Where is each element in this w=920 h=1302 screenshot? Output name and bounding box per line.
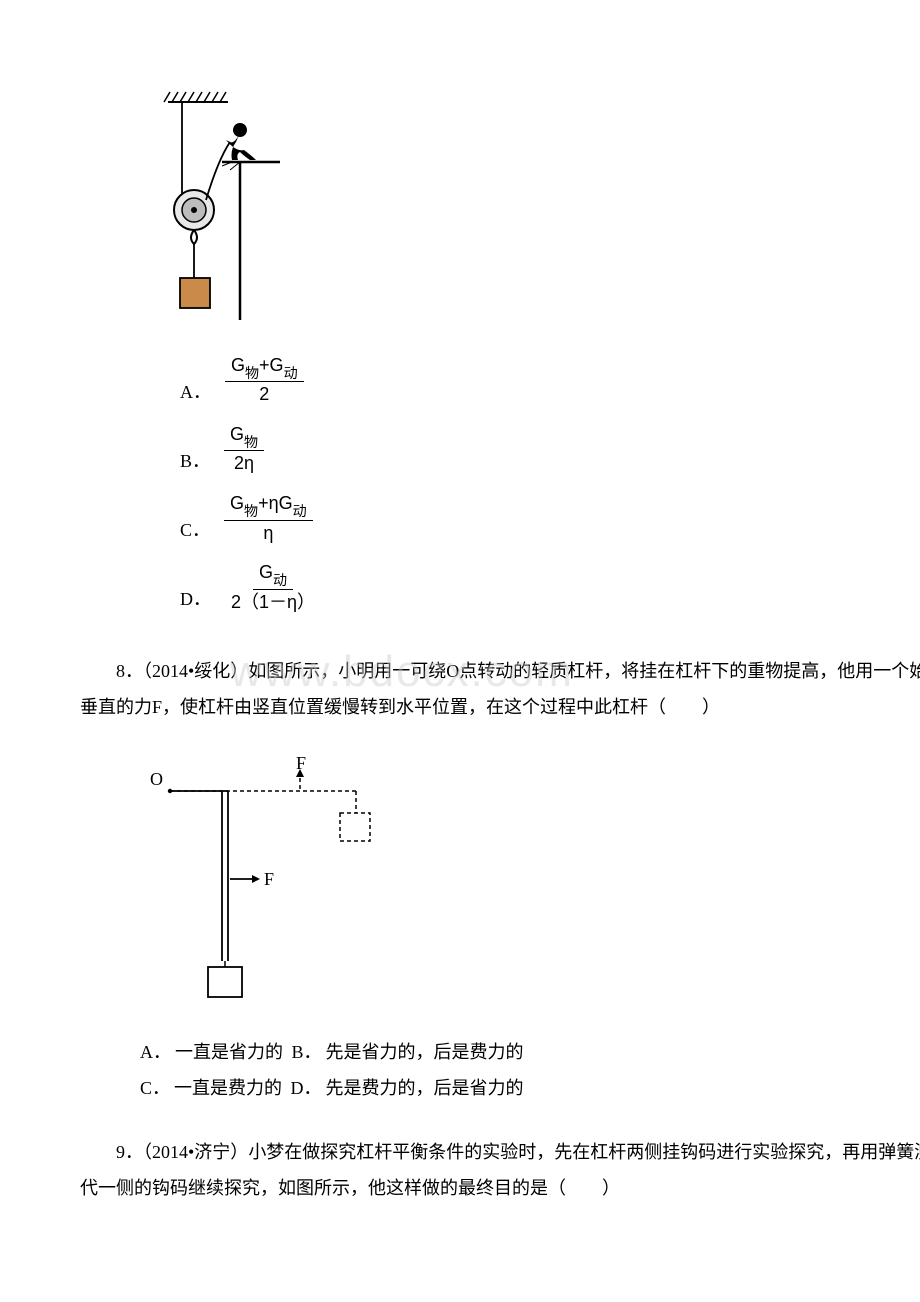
answers-q8: A．一直是省力的 B．先是省力的，后是费力的 C．一直是费力的 D．先是费力的，… (140, 1034, 920, 1106)
option-a-fraction: G物+G动 2 (225, 355, 304, 406)
q9-label: 9． (116, 1142, 143, 1162)
ans-d-text: 先是费力的，后是省力的 (326, 1078, 524, 1098)
label-f-side: F (264, 869, 274, 889)
answer-row-ab: A．一直是省力的 B．先是省力的，后是费力的 (140, 1034, 920, 1070)
ans-d-label: D． (291, 1078, 322, 1098)
ans-c-label: C． (140, 1078, 170, 1098)
option-d-fraction: G动 2（1－η） (225, 562, 321, 613)
ans-b-label: B． (292, 1042, 322, 1062)
answer-row-cd: C．一直是费力的 D．先是费力的，后是省力的 (140, 1070, 920, 1106)
lever-diagram-svg: O F F (140, 755, 380, 999)
option-c: C． G物+ηG动 η (180, 493, 920, 544)
option-a: A． G物+G动 2 (180, 355, 920, 406)
question9-text: 9．（2014•济宁）小梦在做探究杠杆平衡条件的实验时，先在杠杆两侧挂钩码进行实… (80, 1134, 920, 1206)
ans-a-label: A． (140, 1042, 171, 1062)
option-a-letter: A． (180, 378, 211, 406)
pulley-diagram-svg (140, 80, 280, 320)
figure-q8: O F F (140, 755, 920, 1004)
options-q7: A． G物+G动 2 B． G物 2η C． G物+ηG动 η D． G动 2（… (180, 355, 920, 613)
option-b-letter: B． (180, 447, 210, 475)
question8-text: 8．（2014•绥化）如图所示，小明用一可绕O点转动的轻质杠杆，将挂在杠杆下的重… (80, 653, 920, 725)
ans-c-text: 一直是费力的 (174, 1078, 282, 1098)
q9-source: （2014•济宁） (143, 1142, 248, 1162)
figure-q7 (140, 80, 920, 325)
q8-source: （2014•绥化） (143, 661, 248, 681)
label-f-top: F (296, 755, 306, 773)
option-b: B． G物 2η (180, 424, 920, 475)
option-d-letter: D． (180, 585, 211, 613)
option-c-letter: C． (180, 516, 210, 544)
option-c-fraction: G物+ηG动 η (224, 493, 313, 544)
label-o: O (150, 769, 163, 789)
ans-b-text: 先是省力的，后是费力的 (326, 1042, 524, 1062)
option-d: D． G动 2（1－η） (180, 562, 920, 613)
q8-label: 8． (116, 661, 143, 681)
ans-a-text: 一直是省力的 (175, 1042, 283, 1062)
option-b-fraction: G物 2η (224, 424, 264, 475)
